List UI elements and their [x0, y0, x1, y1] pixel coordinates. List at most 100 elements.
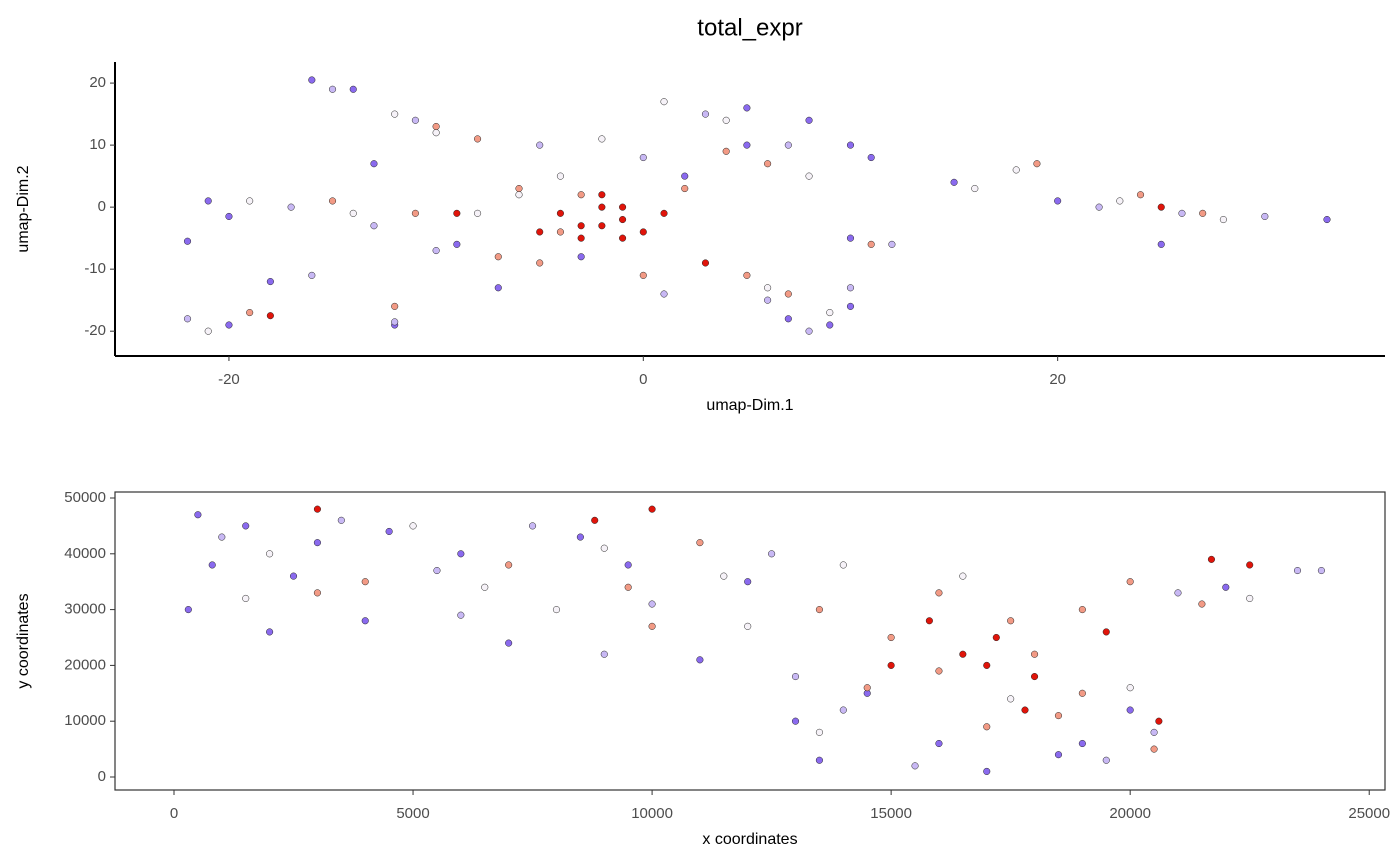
point: [1261, 212, 1269, 220]
x-axis-label: x coordinates: [702, 831, 797, 848]
point: [791, 673, 800, 681]
x-tick-label: 20000: [1109, 805, 1151, 822]
point: [983, 723, 991, 731]
point: [925, 617, 933, 625]
point: [791, 717, 800, 725]
point: [591, 516, 599, 524]
point: [624, 583, 632, 591]
point: [411, 116, 419, 124]
point: [887, 633, 895, 642]
point: [536, 259, 544, 267]
point: [722, 147, 730, 155]
point: [839, 561, 847, 569]
point: [433, 566, 441, 575]
point: [1095, 203, 1103, 211]
point: [536, 228, 544, 236]
point: [184, 606, 192, 614]
point: [391, 302, 399, 310]
point: [308, 76, 316, 84]
point: [1174, 589, 1182, 597]
point: [1246, 561, 1254, 569]
point: [328, 85, 337, 93]
y-tick-label: 50000: [64, 489, 106, 506]
point: [805, 116, 813, 124]
point: [183, 315, 192, 323]
point: [474, 209, 482, 217]
point: [743, 271, 751, 279]
point: [784, 315, 792, 323]
point: [457, 611, 465, 619]
x-tick-label: 0: [639, 371, 647, 388]
point: [313, 539, 321, 547]
point: [225, 321, 233, 329]
point: [784, 141, 792, 149]
point: [815, 756, 823, 764]
point: [529, 522, 537, 530]
x-tick-label: 5000: [396, 805, 429, 822]
point: [242, 522, 250, 530]
y-tick-label: 30000: [64, 601, 106, 618]
point: [846, 141, 855, 149]
chart-title: total_expr: [697, 14, 802, 41]
point: [598, 222, 606, 230]
point: [1219, 215, 1227, 224]
point: [815, 606, 823, 614]
point: [481, 583, 489, 591]
point: [1054, 712, 1063, 720]
point: [696, 656, 704, 664]
point: [432, 122, 440, 131]
point: [432, 129, 440, 137]
point: [1007, 695, 1015, 703]
point: [722, 116, 730, 124]
point: [457, 550, 465, 558]
point: [681, 172, 689, 180]
point: [805, 172, 813, 180]
point: [474, 135, 482, 143]
point: [1136, 191, 1145, 199]
point: [1078, 606, 1086, 614]
point: [768, 550, 776, 558]
point: [1293, 566, 1302, 575]
point: [846, 284, 855, 292]
point: [1012, 166, 1020, 174]
point: [826, 321, 834, 329]
x-tick-label: 0: [170, 805, 178, 822]
point: [720, 572, 728, 580]
point: [308, 271, 316, 279]
point: [1222, 583, 1230, 591]
point: [409, 522, 417, 530]
point: [361, 617, 369, 625]
point: [1198, 600, 1206, 608]
point: [194, 511, 202, 519]
point: [846, 302, 855, 310]
point: [242, 594, 250, 602]
point: [1150, 728, 1158, 736]
point: [1033, 160, 1041, 168]
point: [577, 222, 585, 230]
point: [432, 247, 440, 255]
point: [846, 234, 855, 242]
point: [1007, 617, 1015, 625]
point: [556, 228, 564, 236]
point: [494, 284, 502, 292]
point: [361, 578, 369, 586]
point: [556, 209, 564, 217]
x-axis-label: umap-Dim.1: [706, 397, 793, 414]
point: [911, 762, 919, 770]
x-tick-label: 10000: [631, 805, 673, 822]
point: [1178, 209, 1186, 217]
point: [696, 539, 704, 547]
point: [619, 234, 627, 242]
point: [225, 212, 233, 220]
point: [411, 209, 419, 217]
point: [681, 184, 689, 193]
x-tick-label: 15000: [870, 805, 912, 822]
point: [660, 209, 668, 217]
y-tick-label: 0: [98, 198, 106, 215]
point: [385, 527, 393, 536]
point: [1323, 215, 1331, 224]
point: [453, 240, 461, 248]
point: [1150, 745, 1158, 753]
point: [1102, 756, 1110, 764]
